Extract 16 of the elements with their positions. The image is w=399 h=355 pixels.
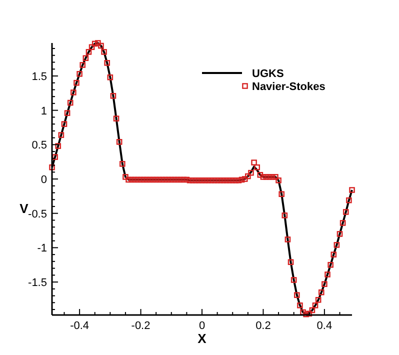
legend-label: Navier-Stokes <box>252 81 326 93</box>
y-axis-title: V <box>20 201 29 216</box>
y-tick-label: 0.5 <box>32 140 47 152</box>
x-tick-label: 0 <box>198 320 206 332</box>
y-tick-label: 0 <box>40 174 47 186</box>
x-axis-title: X <box>198 331 207 346</box>
x-tick-label: 0.4 <box>316 320 332 332</box>
y-tick-label: -0.5 <box>28 208 47 220</box>
x-tick-label: -0.4 <box>70 320 90 332</box>
y-tick-label: -1.5 <box>28 277 47 290</box>
x-tick-label: -0.2 <box>131 320 150 332</box>
x-tick-label: 0.2 <box>256 320 271 332</box>
legend-label: UGKS <box>252 68 284 80</box>
y-tick-label: 1.5 <box>32 70 47 83</box>
y-tick-label: 1 <box>40 105 47 118</box>
y-tick-label: -1 <box>37 242 47 255</box>
